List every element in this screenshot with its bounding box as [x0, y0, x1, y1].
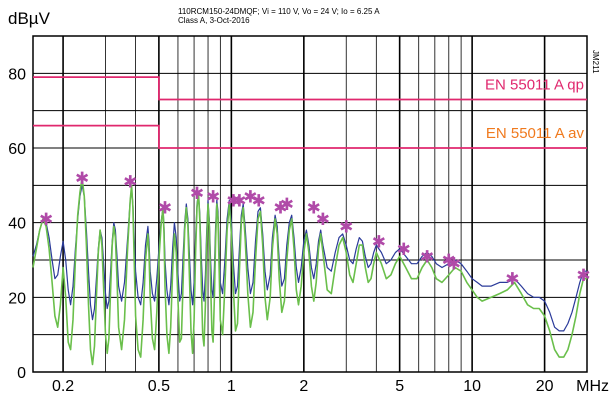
x-unit-label: MHz: [576, 378, 609, 395]
x-tick-label: 10: [463, 378, 481, 395]
limit-line: [33, 124, 587, 149]
limit-label: EN 55011 A av: [486, 125, 585, 142]
limit-labels: EN 55011 A qp EN 55011 A av: [485, 76, 584, 142]
y-tick-label: 60: [8, 141, 26, 158]
axis-labels: 0 20 40 60 80 0.2 0.5 1 2 5 10 20 MHz: [8, 66, 609, 395]
peak-marker: ✱: [316, 210, 330, 230]
corner-code-label: JM211: [591, 50, 600, 74]
peak-marker: ✱: [420, 247, 434, 267]
average-trace: [32, 177, 587, 366]
y-tick-label: 0: [17, 365, 26, 382]
peak-marker: ✱: [243, 188, 257, 208]
y-tick-label: 20: [8, 290, 26, 307]
chart-title-line2: Class A, 3-Oct-2016: [178, 16, 250, 25]
y-tick-label: 40: [8, 216, 26, 233]
plot-frame: [32, 35, 588, 373]
peak-marker: ✱: [307, 199, 321, 219]
limit-line: [33, 76, 587, 101]
peak-marker: ✱: [206, 188, 220, 208]
x-tick-label: 20: [536, 378, 554, 395]
peak-marker: ✱: [447, 255, 461, 275]
peak-marker: ✱: [158, 199, 172, 219]
peak-marker: ✱: [505, 270, 519, 290]
peak-marker: ✱: [252, 191, 266, 211]
peak-marker: ✱: [39, 210, 53, 230]
peak-marker: ✱: [576, 266, 590, 286]
peak-marker: ✱: [372, 232, 386, 252]
peak-marker: ✱: [226, 191, 240, 211]
y-tick-label: 80: [8, 66, 26, 83]
plot-area: ✱✱ ✱✱✱ ✱ ✱✱✱✱ ✱✱ ✱✱ ✱✱ ✱ ✱ ✱✱✱ ✱: [32, 35, 591, 373]
peak-marker: ✱: [190, 184, 204, 204]
peak-marker: ✱: [123, 173, 137, 193]
chart-title-line1: 110RCM150-24DMQF; Vi = 110 V, Vo = 24 V;…: [178, 7, 380, 16]
x-tick-label: 0.2: [52, 378, 74, 395]
x-tick-label: 0.5: [148, 378, 170, 395]
peak-marker: ✱: [273, 199, 287, 219]
peak-marker: ✱: [280, 195, 294, 215]
peak-marker: ✱: [75, 169, 89, 189]
x-tick-label: 1: [227, 378, 236, 395]
limit-label: EN 55011 A qp: [485, 76, 584, 93]
peak-marker: ✱: [442, 251, 456, 271]
peak-marker: ✱: [397, 240, 411, 260]
x-tick-label: 2: [299, 378, 308, 395]
y-axis-label: dBµV: [8, 9, 51, 28]
peak-marker: ✱: [339, 217, 353, 237]
x-tick-label: 5: [395, 378, 404, 395]
peak-marker: ✱: [232, 191, 246, 211]
